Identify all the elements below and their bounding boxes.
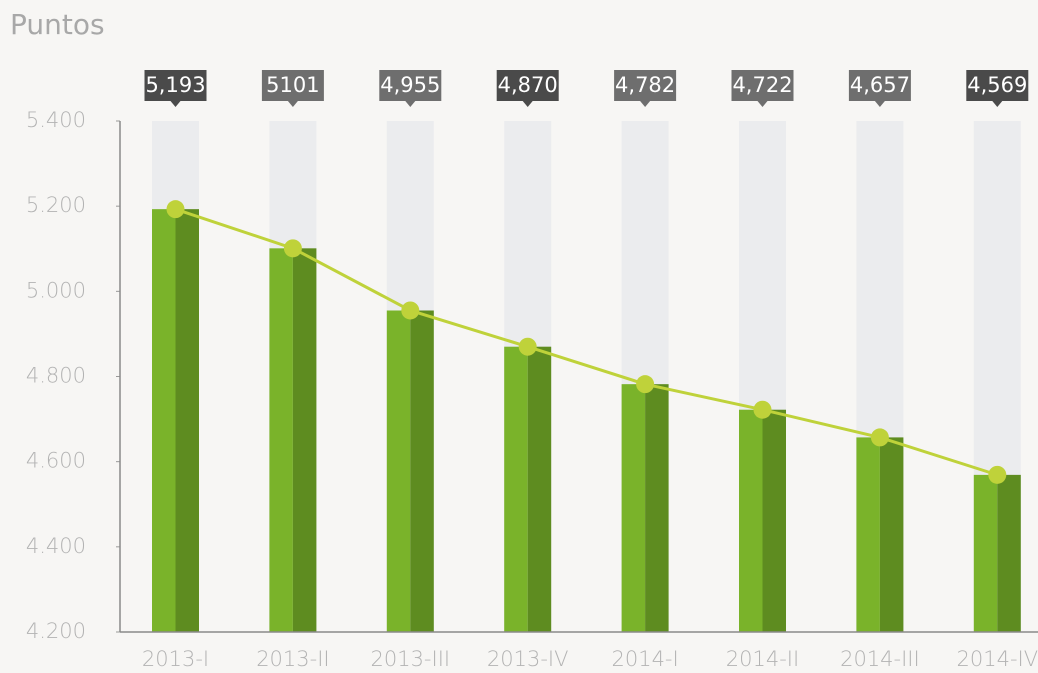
value-label-box (379, 70, 442, 101)
x-tick-label: 2014-I (611, 647, 678, 671)
y-tick-label: 5.200 (26, 193, 86, 217)
value-label-box (966, 70, 1029, 101)
bar (386, 310, 411, 632)
x-tick-label: 2014-III (840, 647, 920, 671)
value-label-box (144, 70, 207, 101)
value-label: 4,955 (380, 73, 440, 97)
value-label: 4,782 (615, 73, 675, 97)
x-tick-label: 2014-II (726, 647, 799, 671)
line-point (988, 465, 1007, 484)
trend-line (175, 207, 998, 477)
x-tick-label: 2014-IV (957, 647, 1038, 671)
value-label-pointer (640, 101, 651, 107)
bar-shade (645, 384, 669, 632)
bar-shade (175, 209, 199, 632)
y-tick-label: 4.400 (26, 534, 86, 558)
y-tick-label: 4.200 (26, 619, 86, 643)
value-label-pointer (757, 101, 768, 107)
bar (739, 409, 763, 632)
bar-shade (762, 409, 786, 632)
value-label: 4,569 (967, 73, 1027, 97)
value-label-pointer (287, 101, 298, 107)
value-label-pointer (522, 101, 533, 107)
value-label-pointer (992, 101, 1003, 107)
line-point (753, 400, 772, 419)
value-label: 5101 (266, 73, 319, 97)
bar (856, 437, 880, 632)
bar-shade (292, 248, 317, 633)
line-point (166, 200, 185, 219)
bar-shade (997, 474, 1021, 632)
value-label-box (614, 70, 677, 101)
x-tick-label: 2013-I (142, 647, 209, 671)
value-label: 5,193 (145, 73, 205, 97)
line-point (283, 239, 302, 258)
bar-shade (879, 437, 904, 632)
value-label: 4,657 (850, 73, 910, 97)
chart-title: Puntos (10, 8, 105, 41)
bar (152, 209, 176, 632)
value-label: 4,722 (732, 73, 792, 97)
value-label-pointer (874, 101, 885, 107)
bar (973, 474, 998, 632)
y-tick-label: 4.600 (26, 449, 86, 473)
value-label-box (496, 70, 559, 101)
bar (269, 248, 293, 633)
value-label-box (848, 70, 911, 101)
x-tick-label: 2013-II (256, 647, 329, 671)
value-label-pointer (405, 101, 416, 107)
x-tick-label: 2013-IV (487, 647, 569, 671)
bar-shade (410, 310, 434, 632)
y-tick-label: 5.000 (26, 278, 86, 302)
value-label-box (731, 70, 794, 101)
y-tick-label: 5.400 (26, 108, 86, 132)
line-point (870, 428, 889, 447)
bar (504, 346, 528, 632)
line-point (636, 375, 655, 394)
y-tick-label: 4.800 (26, 364, 86, 388)
value-label-pointer (170, 101, 181, 107)
value-label-box (261, 70, 324, 101)
line-point (518, 337, 537, 356)
line-point (401, 301, 420, 320)
value-label: 4,870 (498, 73, 558, 97)
bar-shade (527, 346, 552, 632)
bar (621, 384, 646, 632)
x-tick-label: 2013-III (370, 647, 450, 671)
